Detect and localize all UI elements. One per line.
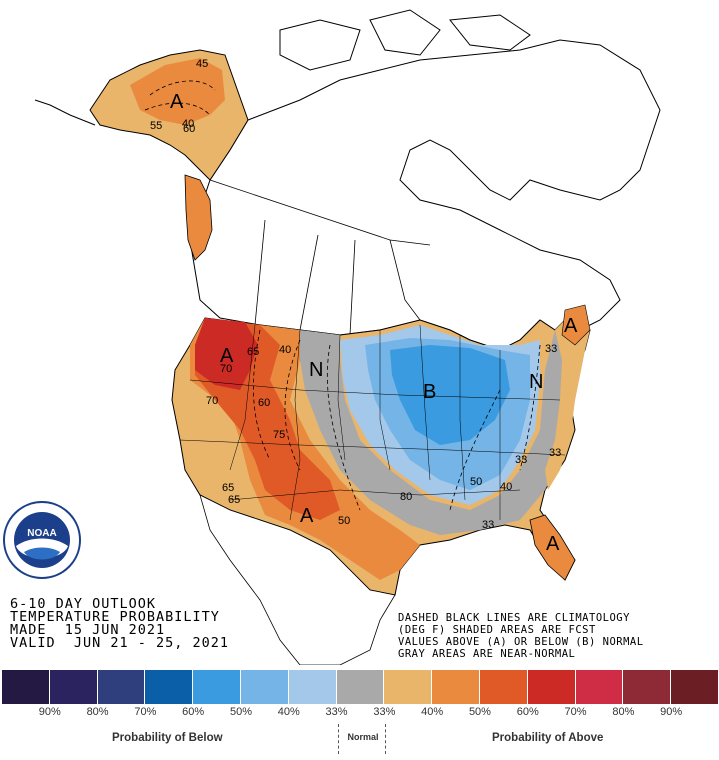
below-caption: Probability of Below xyxy=(112,732,223,744)
below-50 xyxy=(390,345,510,445)
legend-label: 60% xyxy=(516,706,539,718)
normal-divider-right xyxy=(385,724,386,754)
legend-swatch xyxy=(336,670,385,704)
noaa-logo: NOAA xyxy=(3,501,81,579)
legend-swatches xyxy=(2,670,719,704)
province-lines xyxy=(209,179,431,336)
contour-label: 33 xyxy=(549,447,561,459)
legend-label: 80% xyxy=(612,706,635,718)
legend-label: 70% xyxy=(134,706,157,718)
contour-label: 33 xyxy=(545,343,557,355)
probability-legend: 90% 80% 70% 60% 50% 40% 33% 33% 40% 50% … xyxy=(0,670,719,760)
contour-label: 70 xyxy=(220,363,232,375)
legend-swatch xyxy=(240,670,289,704)
normal-caption: Normal xyxy=(347,732,379,742)
note-line-2: (DEG F) SHADED AREAS ARE FCST xyxy=(398,624,596,636)
contour-label: 65 xyxy=(222,482,234,494)
region-label-maine-above: A xyxy=(564,315,578,337)
outlook-title: 6-10 DAY OUTLOOK TEMPERATURE PROBABILITY M… xyxy=(10,596,230,651)
legend-swatch xyxy=(432,670,480,704)
contour-label: 33 xyxy=(482,519,494,531)
legend-label: 90% xyxy=(660,706,683,718)
contour-label: 80 xyxy=(400,491,412,503)
region-label-alaska-above: A xyxy=(170,91,184,113)
legend-label xyxy=(2,706,26,718)
legend-swatch xyxy=(623,670,672,704)
note-line-1: DASHED BLACK LINES ARE CLIMATOLOGY xyxy=(398,612,630,624)
legend-label: 70% xyxy=(564,706,587,718)
legend-swatch xyxy=(384,670,433,704)
climatology-contours xyxy=(144,80,541,511)
contour-label: 60 xyxy=(258,397,270,409)
legend-swatch xyxy=(97,670,146,704)
contour-label: 65 xyxy=(228,494,240,506)
legend-swatch xyxy=(288,670,337,704)
normal-divider-left xyxy=(338,724,339,754)
legend-notes: DASHED BLACK LINES ARE CLIMATOLOGY (DEG F… xyxy=(398,612,644,660)
state-lines xyxy=(179,324,566,521)
title-line-1: 6-10 DAY OUTLOOK xyxy=(10,596,157,612)
aleutians xyxy=(34,99,96,126)
region-label-east-normal: N xyxy=(529,371,543,393)
contour-label: 33 xyxy=(515,454,527,466)
region-label-southwest-above: A xyxy=(300,505,314,527)
legend-swatch xyxy=(575,670,624,704)
contour-label: 75 xyxy=(273,429,285,441)
mexico-outline xyxy=(199,494,396,665)
legend-label: 33% xyxy=(373,706,396,718)
contour-label: 40 xyxy=(279,344,291,356)
contour-label: 40 xyxy=(182,118,194,130)
contour-label: 65 xyxy=(247,346,259,358)
contour-label: 60 xyxy=(183,123,195,135)
legend-label: 50% xyxy=(468,706,491,718)
legend-swatch xyxy=(2,670,50,704)
near-normal-band xyxy=(300,310,585,535)
contour-label: 40 xyxy=(500,481,512,493)
noaa-logo-text: NOAA xyxy=(27,528,56,539)
legend-swatch xyxy=(49,670,98,704)
east-above-40 xyxy=(545,310,590,490)
region-label-florida-above: A xyxy=(546,533,560,555)
region-label-midwest-below: B xyxy=(423,381,436,403)
outlook-map: 45 40 55 60 65 70 60 75 40 50 33 33 50 4… xyxy=(34,9,661,665)
legend-swatch xyxy=(479,670,528,704)
contour-label: 70 xyxy=(206,395,218,407)
legend-swatch xyxy=(527,670,576,704)
alaska-panhandle xyxy=(184,174,213,261)
legend-label: 33% xyxy=(325,706,348,718)
maine-above-50 xyxy=(561,304,591,346)
note-line-4: GRAY AREAS ARE NEAR-NORMAL xyxy=(398,648,576,660)
region-label-plains-normal: N xyxy=(309,359,323,381)
title-line-4: VALID JUN 21 - 25, 2021 xyxy=(10,635,230,651)
legend-swatch xyxy=(193,670,241,704)
contour-label: 55 xyxy=(150,120,162,132)
legend-swatch xyxy=(671,670,719,704)
legend-label: 90% xyxy=(38,706,61,718)
canada-outline xyxy=(189,9,661,351)
title-line-3: MADE 15 JUN 2021 xyxy=(10,622,166,638)
title-line-2: TEMPERATURE PROBABILITY xyxy=(10,609,220,625)
legend-swatch xyxy=(145,670,194,704)
legend-label: 80% xyxy=(86,706,109,718)
legend-label: 40% xyxy=(277,706,300,718)
above-caption: Probability of Above xyxy=(492,732,604,744)
florida-above xyxy=(529,514,576,581)
legend-label: 60% xyxy=(182,706,205,718)
contour-label: 50 xyxy=(470,476,482,488)
contour-label: 45 xyxy=(196,58,208,70)
legend-label: 40% xyxy=(421,706,444,718)
legend-percent-labels: 90% 80% 70% 60% 50% 40% 33% 33% 40% 50% … xyxy=(2,706,695,718)
contour-label: 50 xyxy=(338,515,350,527)
region-label-west-above: A xyxy=(220,345,234,367)
legend-label: 50% xyxy=(229,706,252,718)
west-above-70 xyxy=(195,318,258,390)
note-line-3: VALUES ABOVE (A) OR BELOW (B) NORMAL xyxy=(398,636,644,648)
